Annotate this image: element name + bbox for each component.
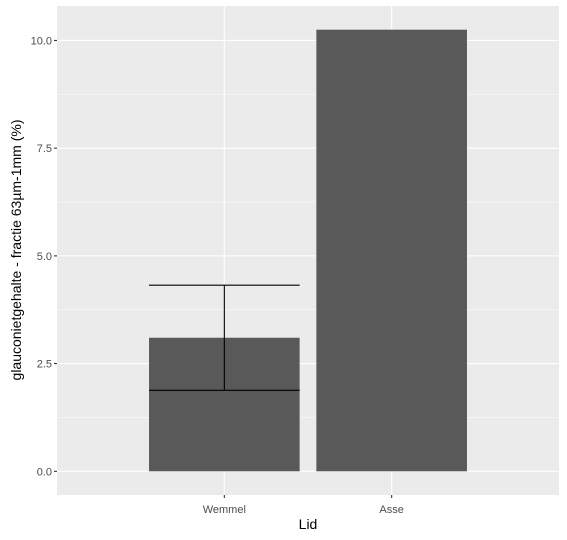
minor-gridlines — [57, 94, 559, 418]
x-axis-title: Lid — [299, 516, 318, 532]
bar-asse — [316, 29, 467, 472]
plot-panel — [57, 6, 559, 495]
x-tick-label: Asse — [379, 504, 403, 516]
bars — [149, 29, 467, 472]
y-tick-label: 7.5 — [37, 143, 52, 155]
y-tick-label: 5.0 — [37, 251, 52, 263]
y-tick-label: 0.0 — [37, 466, 52, 478]
x-tick-label: Wemmel — [203, 504, 246, 516]
y-axis: 0.0 2.5 5.0 7.5 10.0 — [31, 35, 57, 478]
error-bars — [149, 284, 300, 391]
y-axis-title: glauconietgehalte - fractie 63µm-1mm (%) — [8, 120, 24, 381]
y-tick-label: 2.5 — [37, 359, 52, 371]
y-tick-label: 10.0 — [31, 35, 52, 47]
x-axis: Wemmel Asse — [203, 495, 404, 516]
